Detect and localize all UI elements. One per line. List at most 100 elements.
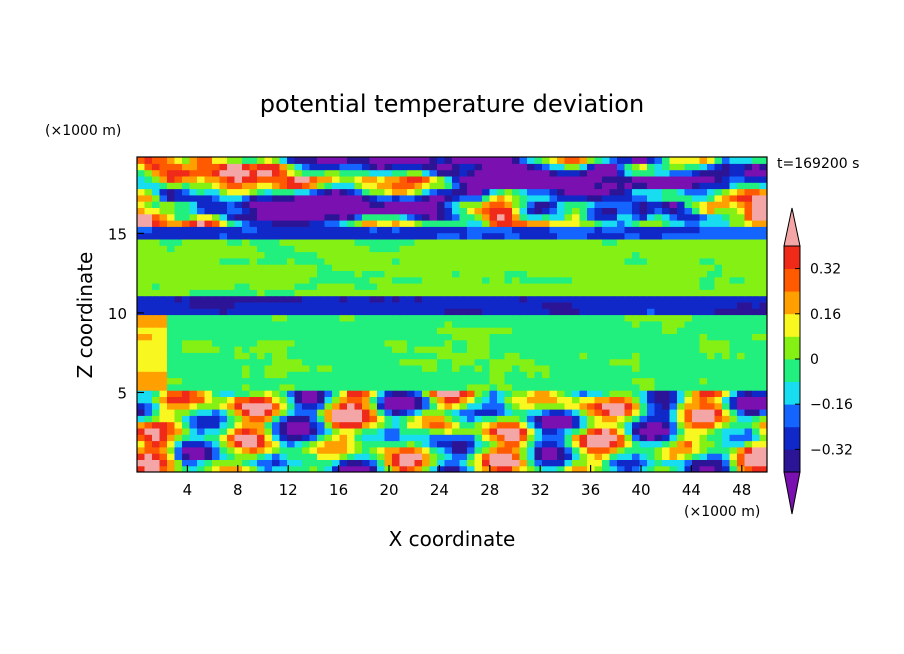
- field-cell: [152, 320, 161, 328]
- field-cell: [257, 301, 266, 309]
- field-cell: [227, 163, 236, 171]
- field-cell: [707, 333, 716, 341]
- field-cell: [339, 157, 348, 164]
- field-cell: [362, 226, 371, 234]
- field-cell: [692, 270, 701, 278]
- field-cell: [257, 289, 266, 297]
- field-cell: [362, 465, 371, 472]
- field-cell: [204, 446, 213, 454]
- field-cell: [759, 377, 767, 385]
- field-cell: [279, 465, 288, 472]
- field-cell: [572, 207, 581, 215]
- field-cell: [444, 301, 453, 309]
- field-cell: [759, 421, 767, 429]
- field-cell: [234, 421, 243, 429]
- field-cell: [489, 226, 498, 234]
- field-cell: [272, 264, 281, 271]
- field-cell: [399, 213, 408, 221]
- field-cell: [452, 257, 461, 265]
- field-cell: [527, 409, 536, 416]
- field-cell: [152, 427, 161, 435]
- field-cell: [399, 339, 408, 347]
- field-cell: [744, 213, 753, 221]
- field-cell: [189, 427, 198, 435]
- field-cell: [302, 339, 311, 347]
- field-cell: [197, 459, 206, 467]
- field-cell: [534, 390, 543, 397]
- field-cell: [287, 175, 296, 183]
- field-cell: [564, 314, 573, 322]
- field-cell: [662, 194, 671, 202]
- field-cell: [654, 396, 663, 404]
- x-tick-label: 16: [329, 481, 348, 499]
- field-cell: [249, 207, 258, 215]
- field-cell: [362, 220, 371, 227]
- field-cell: [707, 175, 716, 183]
- field-cell: [167, 169, 176, 177]
- field-cell: [549, 175, 558, 183]
- field-cell: [189, 314, 198, 322]
- field-cell: [557, 245, 566, 253]
- field-cell: [452, 409, 461, 416]
- field-cell: [752, 383, 761, 391]
- field-cell: [684, 358, 693, 366]
- field-cell: [752, 194, 761, 202]
- field-cell: [579, 264, 588, 271]
- field-cell: [137, 377, 146, 385]
- field-cell: [677, 238, 686, 246]
- field-cell: [602, 175, 611, 183]
- field-cell: [482, 169, 491, 177]
- field-cell: [512, 320, 521, 328]
- field-cell: [332, 440, 341, 448]
- field-cell: [677, 427, 686, 435]
- field-cell: [302, 465, 311, 472]
- field-cell: [647, 188, 656, 196]
- field-cell: [167, 163, 176, 171]
- field-cell: [534, 207, 543, 215]
- field-cell: [444, 383, 453, 391]
- field-cell: [144, 175, 153, 183]
- field-cell: [602, 427, 611, 435]
- field-cell: [542, 383, 551, 391]
- field-cell: [452, 320, 461, 328]
- field-cell: [339, 213, 348, 221]
- field-cell: [489, 257, 498, 265]
- field-cell: [699, 415, 708, 423]
- field-cell: [549, 251, 558, 259]
- field-cell: [309, 245, 318, 253]
- field-cell: [459, 308, 468, 316]
- field-cell: [729, 276, 738, 284]
- field-cell: [182, 301, 191, 309]
- field-cell: [744, 245, 753, 253]
- field-cell: [684, 371, 693, 379]
- field-cell: [399, 251, 408, 259]
- field-cell: [572, 295, 581, 303]
- field-cell: [347, 201, 356, 208]
- field-cell: [452, 427, 461, 435]
- field-cell: [189, 157, 198, 164]
- field-cell: [189, 182, 198, 190]
- field-cell: [272, 440, 281, 448]
- field-cell: [684, 333, 693, 341]
- field-cell: [729, 377, 738, 385]
- field-cell: [572, 440, 581, 448]
- field-cell: [189, 283, 198, 290]
- field-cell: [189, 257, 198, 265]
- field-cell: [272, 371, 281, 379]
- field-cell: [534, 226, 543, 234]
- field-cell: [609, 358, 618, 366]
- field-cell: [369, 352, 378, 360]
- field-cell: [407, 333, 416, 341]
- field-cell: [242, 301, 251, 309]
- field-cell: [444, 188, 453, 196]
- field-cell: [542, 270, 551, 278]
- field-cell: [159, 333, 168, 341]
- field-cell: [279, 364, 288, 372]
- field-cell: [249, 188, 258, 196]
- field-cell: [369, 327, 378, 334]
- field-cell: [519, 295, 528, 303]
- field-cell: [197, 421, 206, 429]
- field-cell: [317, 459, 326, 467]
- field-cell: [737, 421, 746, 429]
- field-cell: [677, 201, 686, 208]
